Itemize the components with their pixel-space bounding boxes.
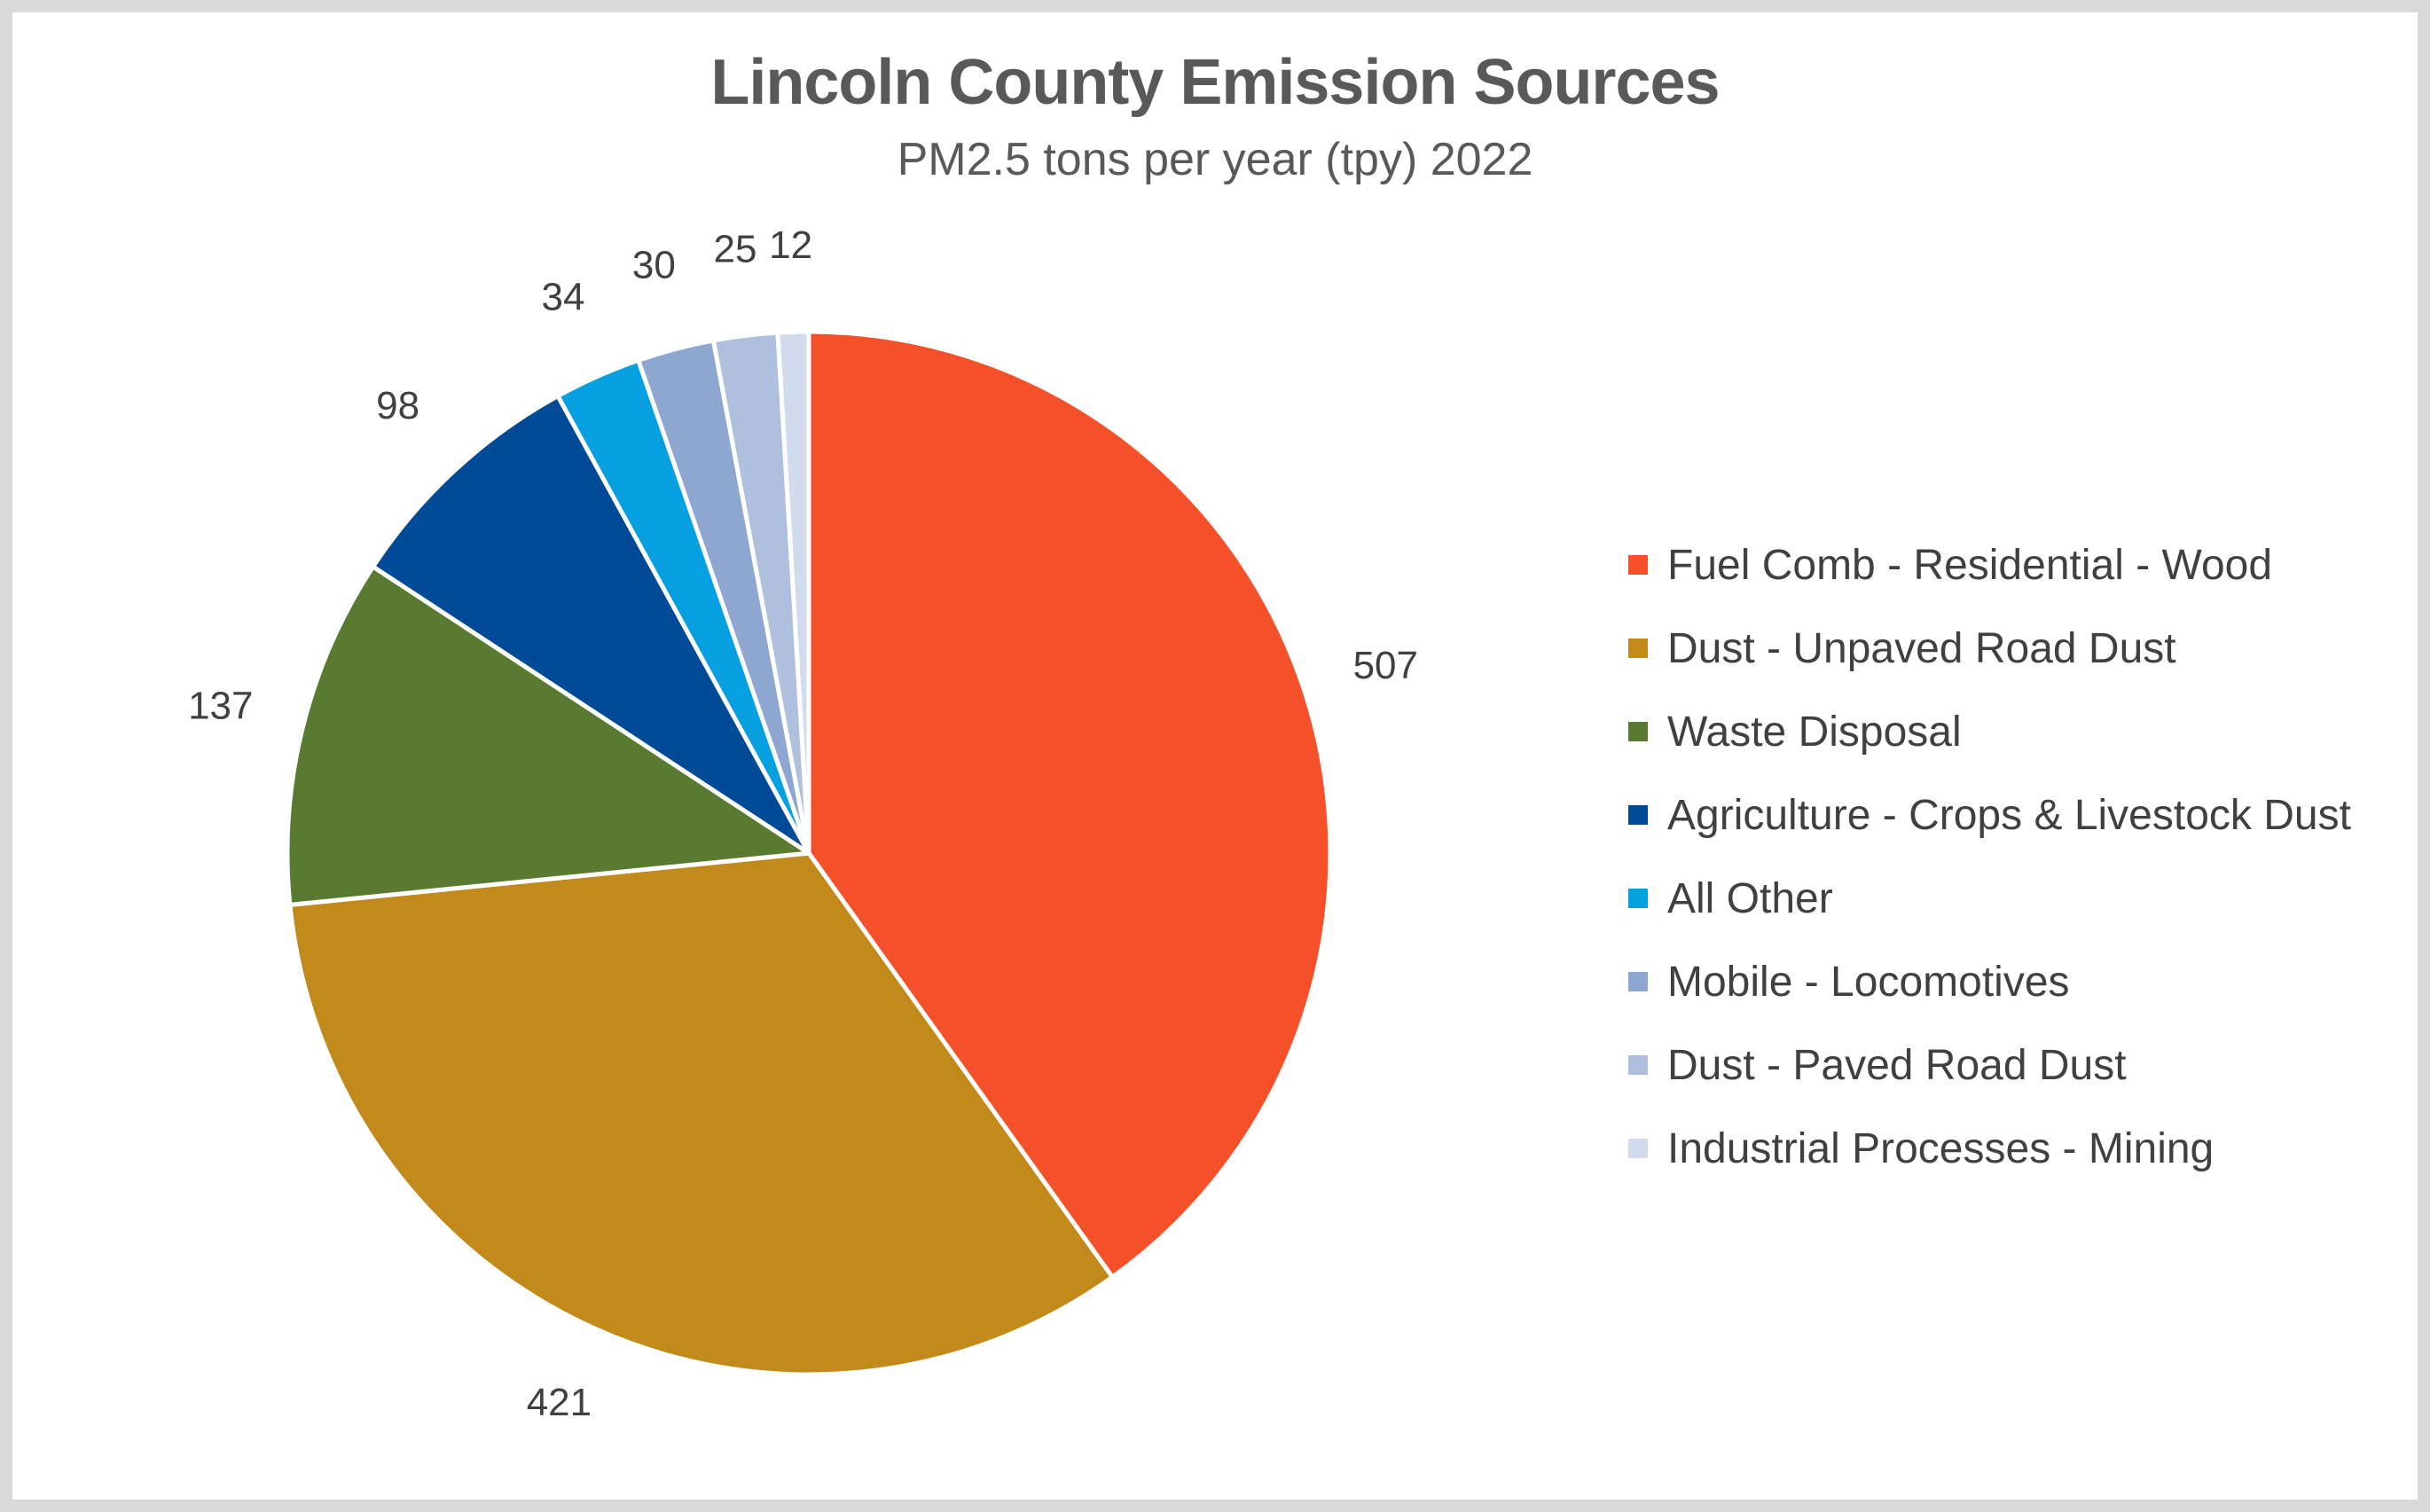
- pie-slice: [287, 850, 1115, 1377]
- legend-label: Fuel Comb - Residential - Wood: [1667, 541, 2273, 589]
- legend-swatch: [1628, 972, 1648, 991]
- chart-title: Lincoln County Emission Sources: [710, 47, 1720, 118]
- data-label: 34: [542, 275, 585, 318]
- data-label: 507: [1353, 644, 1418, 687]
- pie-slice: [371, 394, 811, 856]
- legend-item: Industrial Processes - Mining: [1628, 1107, 2351, 1190]
- legend-swatch: [1628, 1055, 1648, 1075]
- chart-subtitle: PM2.5 tons per year (tpy) 2022: [897, 134, 1533, 185]
- data-label: 98: [376, 384, 419, 427]
- legend-item: Dust - Unpaved Road Dust: [1628, 607, 2351, 690]
- legend-label: Industrial Processes - Mining: [1667, 1124, 2214, 1172]
- legend-item: Waste Disposal: [1628, 690, 2351, 773]
- data-label: 421: [527, 1381, 592, 1424]
- data-label: 30: [632, 243, 676, 286]
- legend-swatch: [1628, 805, 1648, 825]
- legend-item: Agriculture - Crops & Livestock Dust: [1628, 773, 2351, 857]
- pie-slice: [806, 329, 1333, 1280]
- legend-label: Agriculture - Crops & Livestock Dust: [1667, 791, 2351, 839]
- legend-label: Dust - Unpaved Road Dust: [1667, 624, 2176, 672]
- data-label: 137: [188, 685, 253, 728]
- data-label: 25: [714, 228, 757, 271]
- pie-slice: [775, 329, 811, 856]
- legend-swatch: [1628, 722, 1648, 741]
- legend-item: Mobile - Locomotives: [1628, 940, 2351, 1023]
- legend-label: Waste Disposal: [1667, 708, 1962, 756]
- pie-slice: [285, 564, 811, 907]
- data-label: 12: [769, 223, 812, 267]
- legend-item: All Other: [1628, 857, 2351, 940]
- legend-item: Dust - Paved Road Dust: [1628, 1023, 2351, 1107]
- legend-swatch: [1628, 889, 1648, 908]
- legend-swatch: [1628, 638, 1648, 658]
- legend: Fuel Comb - Residential - Wood Dust - Unp…: [1628, 523, 2351, 1190]
- legend-item: Fuel Comb - Residential - Wood: [1628, 523, 2351, 607]
- legend-label: All Other: [1667, 874, 1833, 922]
- legend-label: Dust - Paved Road Dust: [1667, 1041, 2127, 1089]
- legend-swatch: [1628, 555, 1648, 575]
- legend-label: Mobile - Locomotives: [1667, 958, 2070, 1006]
- legend-swatch: [1628, 1139, 1648, 1158]
